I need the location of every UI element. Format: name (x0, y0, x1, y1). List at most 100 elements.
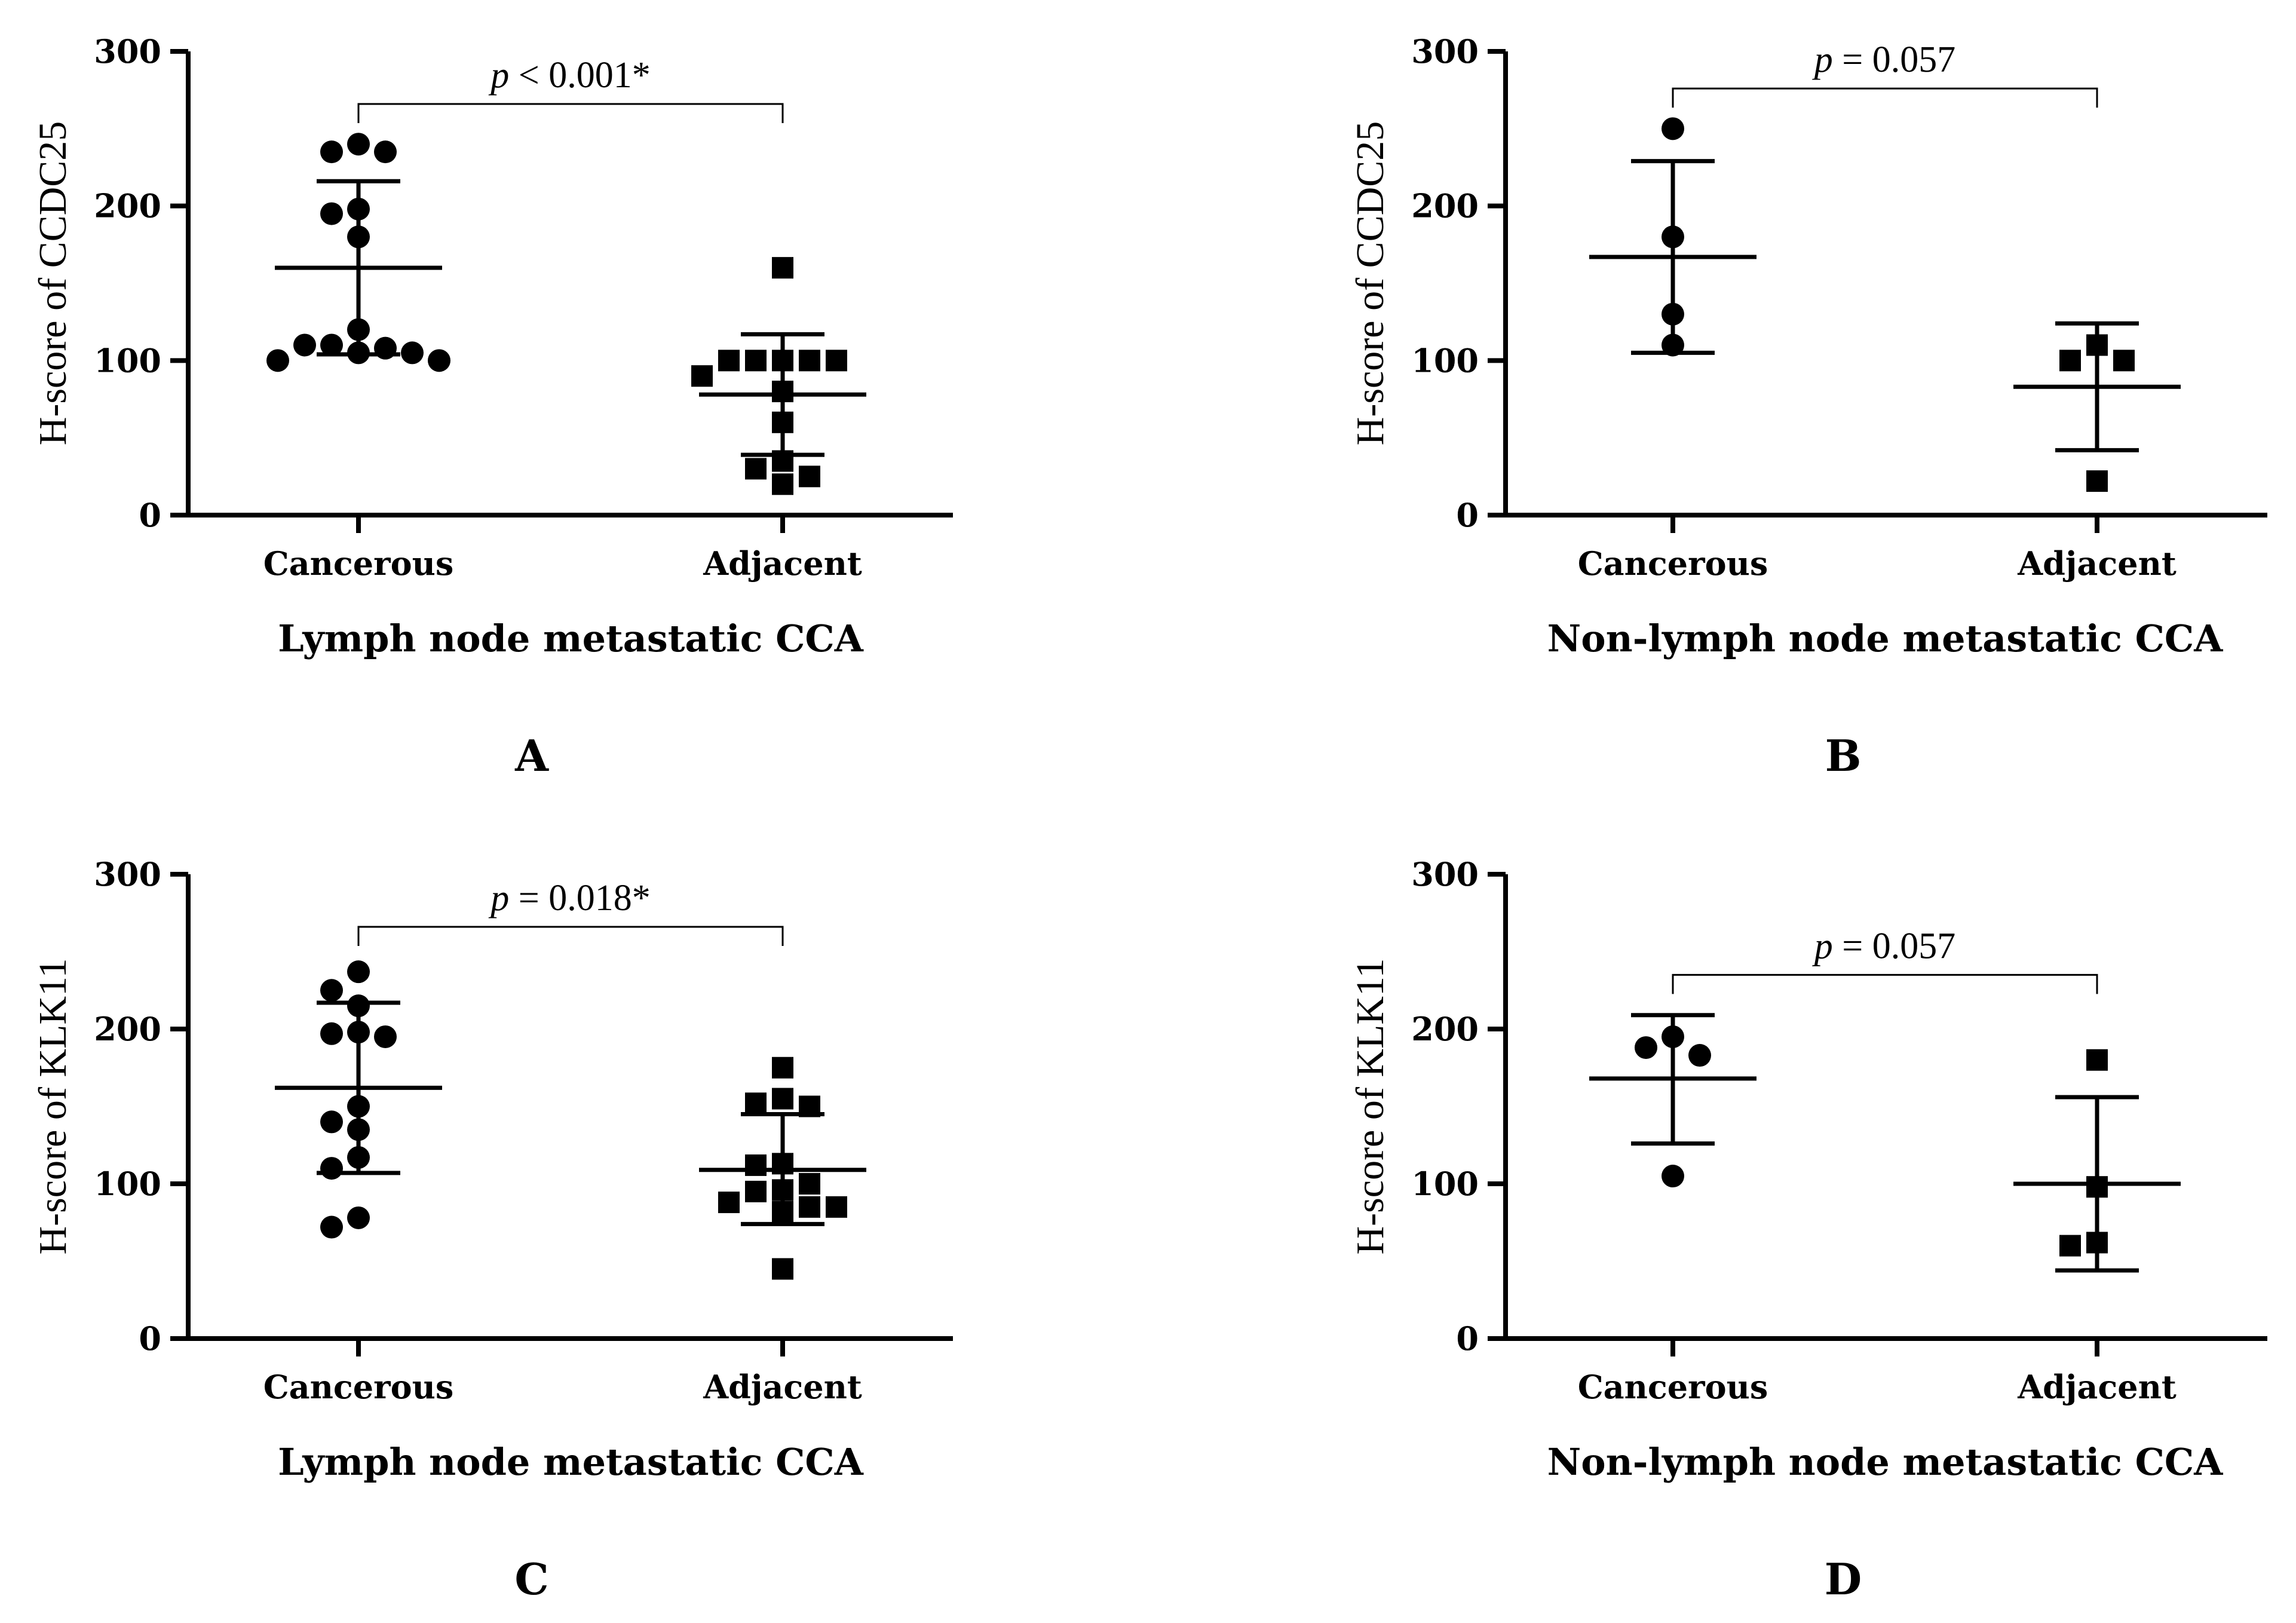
significance-bracket (357, 926, 784, 947)
p-symbol: p (488, 878, 509, 918)
x-tick-label: Adjacent (2017, 544, 2177, 583)
data-point (428, 349, 450, 372)
x-tick-label: Cancerous (1578, 1368, 1768, 1406)
panel-letter: C (514, 1554, 548, 1604)
x-tick-label: Adjacent (2017, 1368, 2177, 1406)
data-point (1688, 1044, 1711, 1067)
x-axis-title: Lymph node metastatic CCA (278, 1440, 864, 1484)
panel-b: 0 100 200 300 Cancerous Adjacent Non-lymph nod… (1348, 32, 2267, 781)
y-tick-label: 0 (1456, 1319, 1479, 1358)
x-tick-label: Adjacent (703, 544, 862, 583)
significance-bracket (1672, 87, 2098, 108)
panel-letter: D (1825, 1554, 1862, 1604)
y-axis-title: H-score of KLK11 (1348, 958, 1392, 1254)
data-point (772, 1057, 793, 1079)
y-axis-title: H-score of KLK11 (31, 958, 75, 1254)
data-point (320, 1110, 343, 1134)
data-point (799, 350, 820, 372)
data-point (320, 1215, 343, 1239)
data-point (320, 1157, 343, 1180)
y-tick-label: 100 (1411, 1165, 1479, 1203)
data-point (772, 1258, 793, 1280)
p-value: = 0.057 (1833, 926, 1955, 966)
data-point (718, 1192, 740, 1214)
panel-letter: A (514, 730, 549, 781)
p-value: = 0.057 (1833, 39, 1955, 80)
data-point (374, 1025, 397, 1048)
data-point (347, 960, 370, 984)
y-tick-label: 100 (94, 1165, 161, 1203)
x-tick-label: Cancerous (1578, 544, 1768, 583)
data-point (2086, 1049, 2108, 1071)
y-tick-label: 200 (94, 187, 161, 225)
p-symbol: p (488, 55, 509, 96)
y-tick-label: 300 (1411, 855, 1479, 893)
data-point (320, 979, 343, 1002)
data-point (293, 333, 316, 357)
y-tick-label: 200 (1411, 1010, 1479, 1048)
y-tick-label: 300 (94, 855, 161, 893)
p-value-label: p = 0.018* (488, 878, 650, 918)
y-tick-label: 100 (94, 341, 161, 379)
data-point (320, 333, 343, 357)
y-tick-label: 0 (139, 496, 161, 534)
data-point (347, 1206, 370, 1229)
x-tick-label: Cancerous (263, 544, 454, 583)
panel-d: 0 100 200 300 Cancerous Adjacent Non-lymph nod… (1348, 855, 2267, 1604)
y-tick-label: 200 (94, 1010, 161, 1048)
y-tick-label: 100 (1411, 341, 1479, 379)
y-tick-label: 0 (1456, 496, 1479, 534)
data-point (401, 341, 424, 365)
panel-letter: B (1825, 730, 1862, 781)
x-axis-title: Non-lymph node metastatic CCA (1547, 1440, 2224, 1484)
y-axis-title: H-score of CCDC25 (31, 121, 75, 446)
data-point (2086, 470, 2108, 492)
data-point (745, 350, 767, 372)
significance-bracket (357, 103, 784, 123)
data-point (320, 1022, 343, 1045)
p-value: < 0.001* (509, 55, 650, 96)
data-point (772, 257, 793, 279)
data-point (2059, 1235, 2081, 1257)
p-value-label: p = 0.057 (1812, 39, 1955, 80)
data-point (799, 1196, 820, 1218)
p-value: = 0.018* (509, 878, 650, 918)
data-point (772, 473, 793, 495)
x-axis-title: Non-lymph node metastatic CCA (1547, 617, 2224, 660)
data-point (772, 1088, 793, 1110)
data-point (799, 1173, 820, 1195)
data-point (718, 350, 740, 372)
p-symbol: p (1812, 926, 1833, 966)
x-axis-title: Lymph node metastatic CCA (278, 617, 864, 660)
data-point (826, 1196, 847, 1218)
y-tick-label: 300 (1411, 32, 1479, 71)
data-point (2113, 350, 2135, 372)
data-point (1662, 117, 1684, 140)
data-point (691, 365, 713, 387)
data-point (745, 1154, 767, 1176)
x-tick-label: Cancerous (263, 1368, 454, 1406)
p-value-label: p = 0.057 (1812, 926, 1955, 966)
data-point (266, 349, 289, 372)
data-point (745, 458, 767, 480)
y-axis-title: H-score of CCDC25 (1348, 121, 1392, 446)
data-point (2059, 350, 2081, 372)
panel-c: 0 100 200 300 Cancerous Adjacent Lymph node me… (31, 855, 953, 1604)
p-symbol: p (1812, 39, 1833, 80)
data-point (745, 1180, 767, 1202)
significance-bracket (1672, 973, 2098, 994)
data-point (320, 140, 343, 164)
p-value-label: p < 0.001* (488, 55, 650, 96)
y-tick-label: 200 (1411, 187, 1479, 225)
data-point (1662, 1165, 1684, 1188)
data-point (1635, 1036, 1657, 1059)
data-point (347, 133, 370, 156)
data-point (320, 202, 343, 225)
data-point (374, 140, 397, 164)
x-tick-label: Adjacent (703, 1368, 862, 1406)
data-point (799, 466, 820, 488)
panel-a: 0 100 200 300 Cancerous Adjacent Lymph node me… (31, 32, 953, 781)
y-tick-label: 300 (94, 32, 161, 71)
y-tick-label: 0 (139, 1319, 161, 1358)
